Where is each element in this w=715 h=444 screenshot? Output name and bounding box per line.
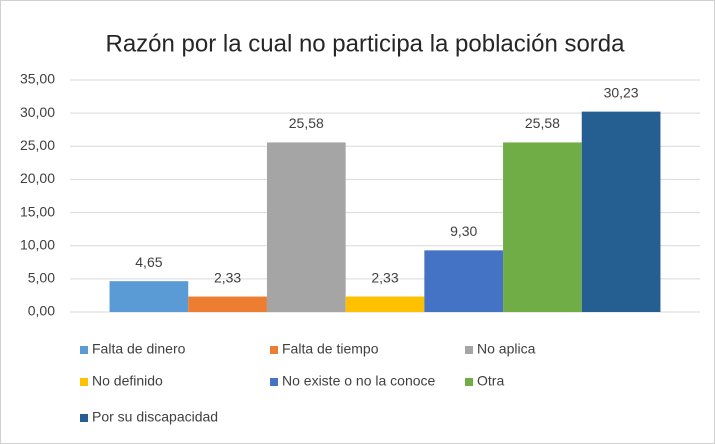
- bar: [266, 142, 346, 312]
- value-label: 2,33: [371, 269, 398, 285]
- y-tick-label: 20,00: [20, 170, 55, 186]
- value-label: 9,30: [450, 223, 477, 239]
- legend-swatch: [80, 414, 88, 422]
- legend-label: Otra: [477, 373, 504, 389]
- y-tick-label: 5,00: [28, 270, 55, 286]
- y-tick-label: 30,00: [20, 104, 55, 120]
- value-label: 25,58: [289, 115, 324, 131]
- legend-label: Falta de tiempo: [282, 341, 379, 357]
- legend-label: No aplica: [477, 341, 536, 357]
- y-tick-label: 0,00: [28, 303, 55, 319]
- bar: [109, 281, 189, 312]
- bar: [188, 296, 267, 312]
- legend-swatch: [465, 346, 473, 354]
- bar: [581, 111, 661, 312]
- legend-label: No existe o no la conoce: [282, 373, 436, 389]
- y-tick-label: 10,00: [20, 236, 55, 252]
- value-label: 4,65: [135, 254, 162, 270]
- legend-swatch: [270, 378, 278, 386]
- legend-swatch: [270, 346, 278, 354]
- bar: [424, 250, 504, 312]
- value-label: 2,33: [214, 269, 241, 285]
- legend-label: Por su discapacidad: [92, 409, 218, 425]
- legend-swatch: [80, 346, 88, 354]
- chart-title: Razón por la cual no participa la poblac…: [106, 30, 626, 57]
- legend-label: Falta de dinero: [92, 341, 186, 357]
- y-tick-label: 15,00: [20, 203, 55, 219]
- bar: [503, 142, 582, 312]
- y-tick-label: 35,00: [20, 71, 55, 87]
- legend-swatch: [80, 378, 88, 386]
- value-label: 30,23: [604, 84, 639, 100]
- legend-label: No definido: [92, 373, 163, 389]
- bar: [345, 296, 425, 312]
- legend-swatch: [465, 378, 473, 386]
- value-label: 25,58: [525, 115, 560, 131]
- y-tick-label: 25,00: [20, 137, 55, 153]
